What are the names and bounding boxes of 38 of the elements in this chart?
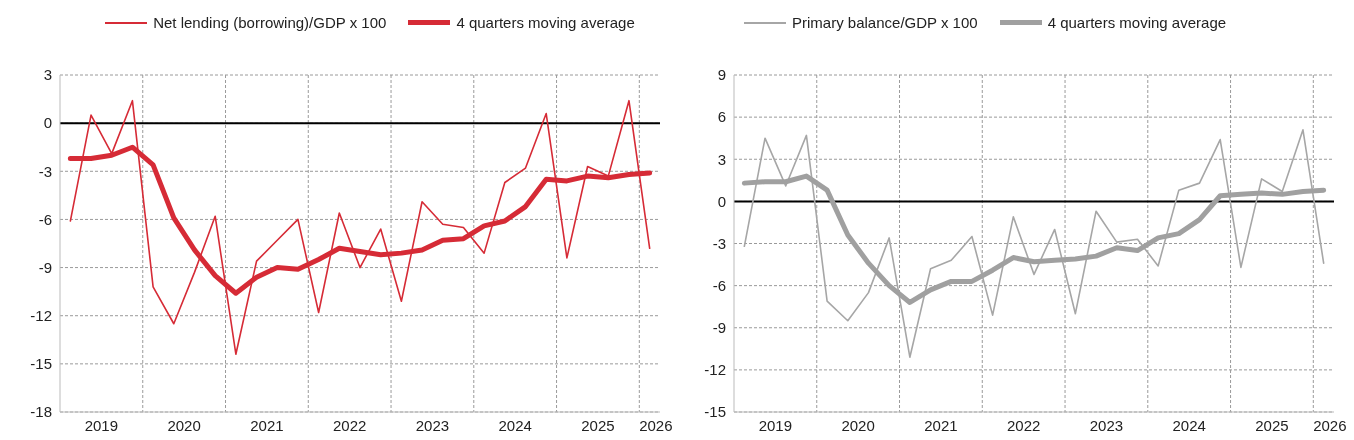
- y-tick-label: -6: [38, 210, 52, 228]
- x-tick-label: 2024: [498, 416, 532, 434]
- x-tick-label: 2020: [841, 416, 875, 434]
- legend-label: 4 quarters moving average: [456, 14, 635, 31]
- y-tick-label: -15: [30, 355, 52, 373]
- legend-label: Net lending (borrowing)/GDP x 100: [153, 14, 387, 31]
- y-tick-label: -15: [704, 403, 726, 421]
- x-tick-label: 2025: [1255, 416, 1289, 434]
- y-tick-label: 3: [43, 66, 52, 84]
- x-tick-label: 2022: [332, 416, 367, 434]
- line-series: [69, 99, 651, 356]
- x-tick-label: 2026: [639, 416, 673, 434]
- y-tick-label: -3: [38, 162, 52, 180]
- y-tick-label: -6: [712, 276, 726, 294]
- x-tick-label: 2021: [924, 416, 958, 434]
- x-tick-label: 2019: [84, 416, 119, 434]
- y-tick-label: -18: [30, 403, 52, 421]
- x-tick-label: 2023: [1089, 416, 1124, 434]
- x-tick-label: 2019: [758, 416, 793, 434]
- y-tick-label: 3: [717, 150, 726, 168]
- x-tick-label: 2021: [250, 416, 284, 434]
- x-tick-label: 2020: [167, 416, 201, 434]
- x-tick-label: 2022: [1006, 416, 1041, 434]
- legend-label: Primary balance/GDP x 100: [792, 14, 978, 31]
- y-tick-label: -3: [712, 234, 726, 252]
- y-tick-label: 0: [717, 192, 726, 210]
- y-tick-label: -9: [38, 258, 52, 276]
- legend-label: 4 quarters moving average: [1047, 14, 1227, 31]
- y-tick-label: -12: [30, 307, 52, 325]
- x-tick-label: 2023: [415, 416, 450, 434]
- y-tick-label: 6: [717, 108, 726, 126]
- y-tick-label: -9: [712, 319, 726, 337]
- y-tick-label: 9: [717, 66, 726, 84]
- x-tick-label: 2026: [1313, 416, 1347, 434]
- x-tick-label: 2024: [1172, 416, 1206, 434]
- y-tick-label: -12: [704, 361, 726, 379]
- x-tick-label: 2025: [581, 416, 615, 434]
- y-tick-label: 0: [43, 114, 52, 132]
